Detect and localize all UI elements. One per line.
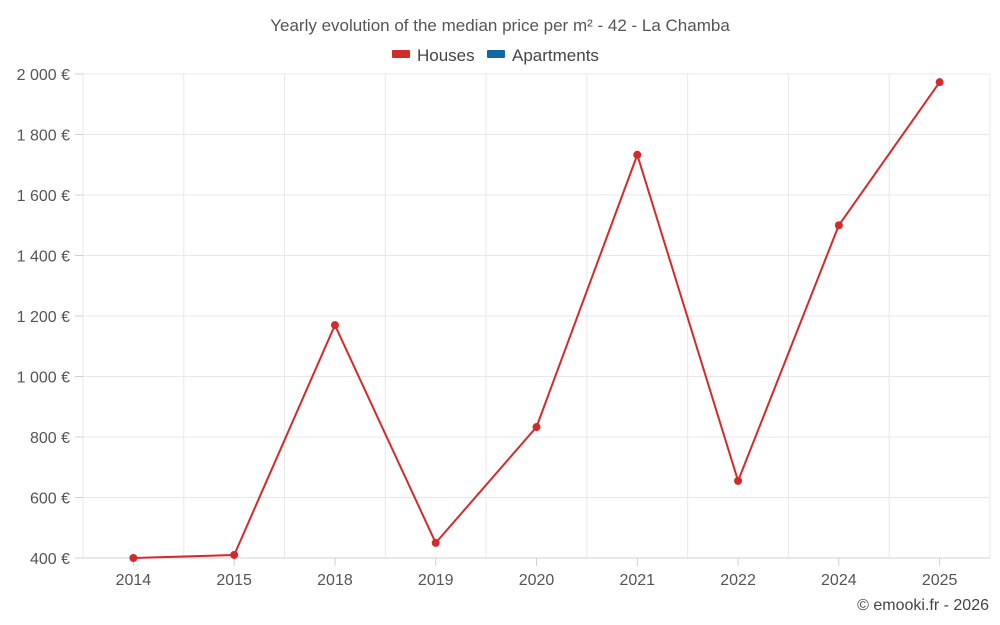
x-tick-label: 2014 xyxy=(116,572,152,589)
y-tick-label: 1 600 € xyxy=(17,188,70,205)
y-tick-label: 600 € xyxy=(30,491,70,508)
data-point-houses[interactable] xyxy=(834,221,843,230)
x-tick-label: 2025 xyxy=(922,572,958,589)
data-point-houses[interactable] xyxy=(230,550,239,559)
x-tick-label: 2020 xyxy=(519,572,555,589)
chart-title: Yearly evolution of the median price per… xyxy=(270,16,730,35)
y-tick-label: 1 400 € xyxy=(17,249,70,266)
y-tick-label: 2 000 € xyxy=(17,67,70,84)
data-point-houses[interactable] xyxy=(633,150,642,159)
x-tick-label: 2024 xyxy=(821,572,857,589)
legend-label-apartments: Apartments xyxy=(512,46,599,65)
x-tick-label: 2019 xyxy=(418,572,454,589)
y-tick-label: 1 800 € xyxy=(17,128,70,145)
credit-text: © emooki.fr - 2026 xyxy=(857,597,989,614)
data-point-houses[interactable] xyxy=(431,538,440,547)
series-line-houses xyxy=(133,81,941,559)
axes: 400 € 600 € 800 € 1 000 € 1 200 € 1 400 € 1 60… xyxy=(17,67,990,589)
x-tick-label: 2015 xyxy=(216,572,252,589)
legend: Houses Apartments xyxy=(392,46,599,65)
grid xyxy=(82,73,991,558)
data-point-houses[interactable] xyxy=(532,423,541,432)
legend-item-apartments[interactable]: Apartments xyxy=(487,46,599,65)
legend-swatch-houses xyxy=(392,50,410,58)
x-tick-label: 2018 xyxy=(317,572,353,589)
series-houses xyxy=(129,78,944,562)
legend-label-houses: Houses xyxy=(417,46,475,65)
x-tick-label: 2022 xyxy=(720,572,756,589)
y-tick-label: 800 € xyxy=(30,430,70,447)
legend-swatch-apartments xyxy=(487,50,505,58)
x-tick-label: 2021 xyxy=(619,572,655,589)
y-tick-label: 400 € xyxy=(30,551,70,568)
data-point-houses[interactable] xyxy=(129,554,138,562)
y-tick-label: 1 200 € xyxy=(17,309,70,326)
data-point-houses[interactable] xyxy=(734,476,743,485)
y-tick-label: 1 000 € xyxy=(17,370,70,387)
data-point-houses[interactable] xyxy=(330,321,339,330)
legend-item-houses[interactable]: Houses xyxy=(392,46,475,65)
data-point-houses[interactable] xyxy=(935,78,944,87)
